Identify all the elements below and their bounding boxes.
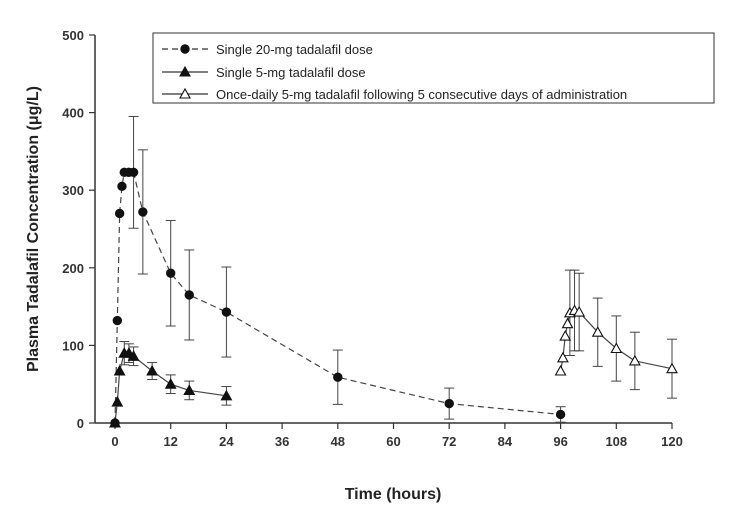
- data-point: [573, 305, 586, 317]
- data-point: [183, 384, 196, 395]
- data-point: [556, 351, 569, 363]
- ticks: 0 12 24 36 48 60 72 84 96 108 120 0 100 200 300 400 500: [62, 28, 683, 449]
- series-1: [110, 115, 566, 428]
- legend-label: Single 5-mg tadalafil dose: [216, 65, 366, 80]
- data-point: [610, 342, 623, 354]
- y-tick-label: 300: [62, 183, 84, 198]
- data-point: [166, 268, 176, 278]
- data-point: [561, 317, 574, 329]
- x-tick-label: 24: [219, 434, 234, 449]
- x-tick-label: 96: [553, 434, 567, 449]
- x-axis-title: Time (hours): [345, 486, 442, 503]
- data-point: [559, 329, 572, 341]
- series-3: [554, 269, 678, 399]
- y-tick-label: 100: [62, 338, 84, 353]
- data-point: [628, 354, 641, 366]
- legend-marker: [180, 44, 190, 54]
- legend-box: [152, 32, 715, 104]
- data-point: [138, 207, 148, 217]
- data-point: [333, 372, 343, 382]
- data-point: [112, 315, 123, 326]
- series-2: [109, 341, 233, 428]
- data-point: [113, 364, 126, 376]
- legend-label: Single 20-mg tadalafil dose: [216, 42, 373, 57]
- legend-marker: [179, 65, 191, 77]
- y-tick-label: 500: [62, 28, 84, 43]
- data-point: [591, 326, 604, 337]
- data-point: [220, 389, 233, 401]
- x-tick-label: 84: [498, 434, 513, 449]
- data-point: [184, 290, 194, 300]
- x-tick-label: 36: [275, 434, 289, 449]
- y-axis-title: Plasma Tadalafil Concentration (μg/L): [25, 86, 42, 372]
- y-tick-label: 200: [62, 261, 84, 276]
- y-tick-label: 400: [62, 106, 84, 121]
- x-tick-label: 0: [111, 434, 118, 449]
- x-tick-label: 120: [661, 434, 683, 449]
- legend-marker: [179, 87, 191, 99]
- data-point: [127, 350, 140, 361]
- data-point: [111, 395, 124, 407]
- x-tick-label: 60: [386, 434, 400, 449]
- y-tick-label: 0: [77, 416, 84, 431]
- data-point: [128, 167, 139, 178]
- data-point: [114, 208, 125, 219]
- data-point: [221, 307, 232, 317]
- axes: [94, 35, 672, 424]
- x-tick-label: 108: [605, 434, 627, 449]
- x-tick-label: 72: [442, 434, 456, 449]
- data-point: [109, 416, 121, 428]
- legend: Single 20-mg tadalafil dose Single 5-mg t…: [152, 32, 715, 104]
- data-point: [444, 398, 454, 409]
- data-point: [146, 364, 159, 376]
- data-point: [117, 181, 127, 192]
- data-point: [555, 409, 566, 420]
- x-tick-label: 48: [331, 434, 345, 449]
- data-point: [164, 378, 177, 389]
- x-tick-label: 12: [163, 434, 177, 449]
- legend-label: Once-daily 5-mg tadalafil following 5 co…: [216, 87, 627, 102]
- data-point: [554, 364, 567, 376]
- data-point: [666, 362, 678, 374]
- series-layer: [109, 115, 678, 428]
